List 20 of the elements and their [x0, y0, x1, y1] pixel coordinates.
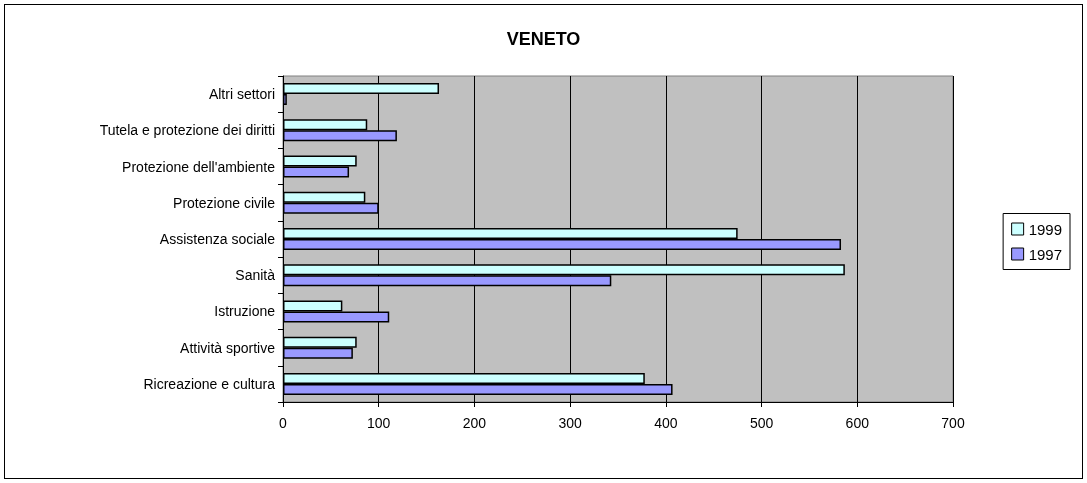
y-tick-label: Protezione dell'ambiente: [122, 158, 276, 175]
x-tick-label: 600: [845, 415, 870, 431]
legend-label: 1999: [1028, 220, 1063, 238]
chart-title: VENETO: [506, 29, 581, 49]
legend-label: 1997: [1028, 245, 1063, 263]
y-tick-label: Ricreazione e cultura: [143, 375, 276, 392]
y-tick-label: Tutela e protezione dei diritti: [99, 122, 275, 139]
x-tick-label: 0: [279, 415, 288, 431]
y-tick-label: Istruzione: [214, 303, 276, 320]
y-tick-label: Attività sportive: [180, 339, 276, 356]
y-tick-label: Sanità: [235, 267, 276, 284]
x-tick-label: 200: [462, 415, 487, 431]
y-tick-label: Altri settori: [208, 86, 275, 103]
x-tick-label: 500: [749, 415, 774, 431]
y-tick-label: Assistenza sociale: [159, 231, 276, 247]
x-tick-label: 100: [367, 415, 391, 431]
y-tick-label: Protezione civile: [173, 194, 276, 211]
x-tick-label: 400: [654, 415, 678, 431]
x-tick-label: 300: [558, 415, 583, 431]
x-tick-label: 700: [941, 415, 965, 431]
